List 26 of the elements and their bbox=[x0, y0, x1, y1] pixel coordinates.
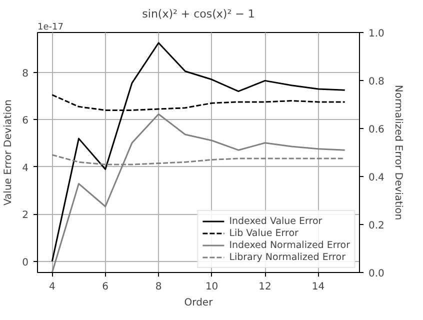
y-tick-label: 2 bbox=[22, 210, 29, 222]
legend-label: Library Normalized Error bbox=[229, 251, 346, 263]
x-tick-label: 8 bbox=[155, 282, 162, 292]
x-axis-title: Order bbox=[184, 298, 214, 308]
y2-tick-label: 1.0 bbox=[368, 28, 384, 40]
x-tick-label: 14 bbox=[312, 282, 325, 292]
legend-label: Indexed Normalized Error bbox=[229, 239, 350, 251]
y-tick-label: 4 bbox=[22, 162, 29, 174]
legend-label: Lib Value Error bbox=[229, 227, 298, 239]
y-tick-label: 0 bbox=[22, 257, 29, 268]
legend-label: Indexed Value Error bbox=[229, 215, 322, 227]
y-tick-label: 6 bbox=[22, 116, 29, 127]
x-tick-label: 10 bbox=[205, 282, 218, 292]
y-tick-label: 8 bbox=[22, 68, 29, 80]
y2-tick-label: 0.8 bbox=[368, 76, 384, 88]
x-tick-label: 12 bbox=[258, 282, 272, 292]
y2-tick-label: 0.4 bbox=[368, 172, 384, 184]
y2-tick-label: 0.6 bbox=[368, 124, 384, 136]
y2-axis-title: Normalized Error Deviation bbox=[392, 84, 404, 220]
x-tick-label: 4 bbox=[48, 282, 56, 292]
chart-title: sin(x)² + cos(x)² − 1 bbox=[142, 8, 255, 20]
y-axis-title: Value Error Deviation bbox=[3, 99, 14, 206]
y2-tick-label: 0.0 bbox=[368, 268, 384, 280]
annotation: 1e-17 bbox=[38, 22, 64, 32]
x-tick-label: 6 bbox=[102, 282, 109, 292]
y2-tick-label: 0.2 bbox=[368, 220, 384, 232]
